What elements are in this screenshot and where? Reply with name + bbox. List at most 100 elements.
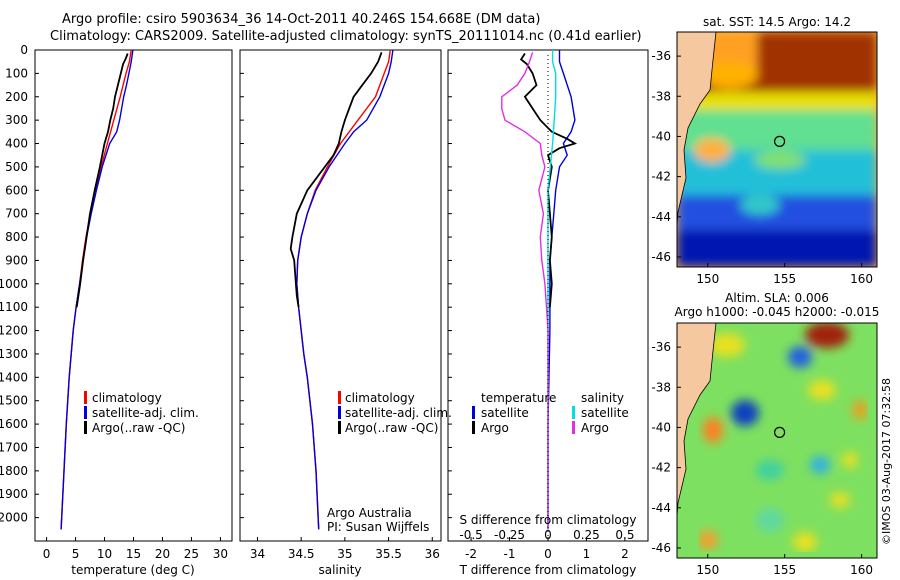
legend-title-salinity: salinity [581,391,624,405]
s-difference-xlabel: S difference from climatology [460,513,637,527]
x-tick-label: 30 [213,547,228,561]
salinity-panel-frame [239,49,442,542]
legend-label-climatology: climatology [345,391,415,405]
depth-tick-label: 1600 [0,417,28,431]
legend-swatch-climatology [338,391,341,404]
x-tick-label: 35 [337,547,352,561]
salinity-profile-argo-raw-qc- [289,51,383,308]
lat-tick-label: -36 [651,49,671,63]
lat-tick-label: -46 [651,250,671,264]
lat-tick-label: -42 [651,170,671,184]
x-tick-label: 20 [155,547,170,561]
lon-tick-label: 150 [696,272,719,286]
depth-tick-label: 2000 [0,511,28,525]
lon-tick-label: 155 [773,563,796,577]
lon-tick-label: 150 [696,563,719,577]
argo-australia-label: Argo Australia [327,506,412,520]
difference-profile-s-satellite [547,50,557,530]
legend-swatch-t-satellite [472,406,475,419]
legend-swatch-s-satellite [572,406,575,419]
lon-tick-label: 160 [850,563,873,577]
x-tick-label: 1 [583,547,591,561]
legend-title-temperature: temperature [481,391,556,405]
depth-tick-label: 1700 [0,440,28,454]
lat-tick-label: -44 [651,501,671,515]
depth-tick-label: 200 [5,90,28,104]
x-tick-label: 0 [544,547,552,561]
x-tick-label: 0 [43,547,51,561]
x-tick-label: 35.5 [375,547,402,561]
argo-float-marker [773,426,786,438]
sst-map: -36 -38 -40 -42 -44 -46 150 155 160 [651,31,878,286]
legend-label-t-satellite: satellite [481,406,529,420]
s-tick-label: -0.5 [459,528,482,542]
s-tick-label: 0.5 [615,528,634,542]
legend-swatch-satellite [338,406,341,419]
depth-tick-label: 1500 [0,394,28,408]
temperature-legend: climatology satellite-adj. clim. Argo(..… [84,391,199,435]
legend-label-satellite: satellite-adj. clim. [345,406,452,420]
salinity-profile-satellite-adj-clim- [296,50,394,530]
legend-swatch-argo [84,421,87,434]
x-tick-label: 34.5 [288,547,315,561]
figure-title-line1: Argo profile: csiro 5903634_36 14-Oct-20… [62,12,541,27]
legend-label-s-argo: Argo [581,421,609,435]
legend-swatch-satellite [84,406,87,419]
depth-tick-label: 1300 [0,347,28,361]
salinity-xlabel: salinity [318,563,361,577]
sla-map-ticks: -36 -38 -40 -42 -44 -46 150 155 160 [651,340,873,577]
lat-tick-label: -46 [651,541,671,555]
difference-legend: temperature satellite Argo salinity sate… [472,391,629,435]
x-tick-label: 36 [425,547,440,561]
lat-tick-label: -44 [651,210,671,224]
depth-tick-label: 1100 [0,300,28,314]
depth-tick-label: 900 [5,253,28,267]
legend-swatch-argo [338,421,341,434]
x-tick-label: 5 [72,547,80,561]
sla-map-subtitle: Argo h1000: -0.045 h2000: -0.015 [675,305,880,319]
legend-label-argo: Argo(..raw -QC) [92,421,185,435]
legend-label-argo: Argo(..raw -QC) [345,421,438,435]
legend-swatch-t-argo [472,421,475,434]
difference-plot [501,50,578,541]
lat-tick-label: -42 [651,461,671,475]
depth-tick-label: 1800 [0,464,28,478]
s-tick-label: 0 [544,528,552,542]
depth-tick-label: 1200 [0,324,28,338]
t-difference-xlabel: T difference from climatology [459,563,637,577]
difference-profile-s-argo [501,52,549,530]
x-tick-label: 10 [97,547,112,561]
lat-tick-label: -40 [651,129,671,143]
x-tick-label: 2 [621,547,629,561]
legend-label-satellite: satellite-adj. clim. [92,406,199,420]
salinity-plot [289,50,394,530]
salinity-legend: climatology satellite-adj. clim. Argo(..… [338,391,452,435]
temperature-xlabel: temperature (deg C) [71,563,194,577]
temperature-profile-climatology [60,50,132,530]
lat-tick-label: -36 [651,340,671,354]
x-tick-label: 25 [184,547,199,561]
x-tick-label: -1 [504,547,516,561]
x-tick-label: -2 [465,547,477,561]
sst-map-ticks: -36 -38 -40 -42 -44 -46 150 155 160 [651,49,873,286]
depth-tick-label: 300 [5,113,28,127]
sla-field [698,323,868,552]
depth-tick-label: 800 [5,230,28,244]
s-tick-label: -0.25 [494,528,525,542]
legend-swatch-climatology [84,391,87,404]
temperature-plot [60,50,134,530]
lat-tick-label: -38 [651,89,671,103]
difference-profile-t-argo [519,53,578,308]
lon-tick-label: 155 [773,272,796,286]
depth-tick-label: 700 [5,207,28,221]
x-tick-label: 34 [250,547,265,561]
depth-tick-label: 1400 [0,370,28,384]
lon-tick-label: 160 [850,272,873,286]
argo-float-marker [773,135,786,147]
s-tick-label: 0.25 [573,528,600,542]
lat-tick-label: -38 [651,380,671,394]
depth-tick-label: 0 [20,43,28,57]
figure-title-line2: Climatology: CARS2009. Satellite-adjuste… [50,29,642,44]
depth-axis: 0 100 200 300 400 500 600 700 800 900 1000 1100 1200… [0,43,452,525]
